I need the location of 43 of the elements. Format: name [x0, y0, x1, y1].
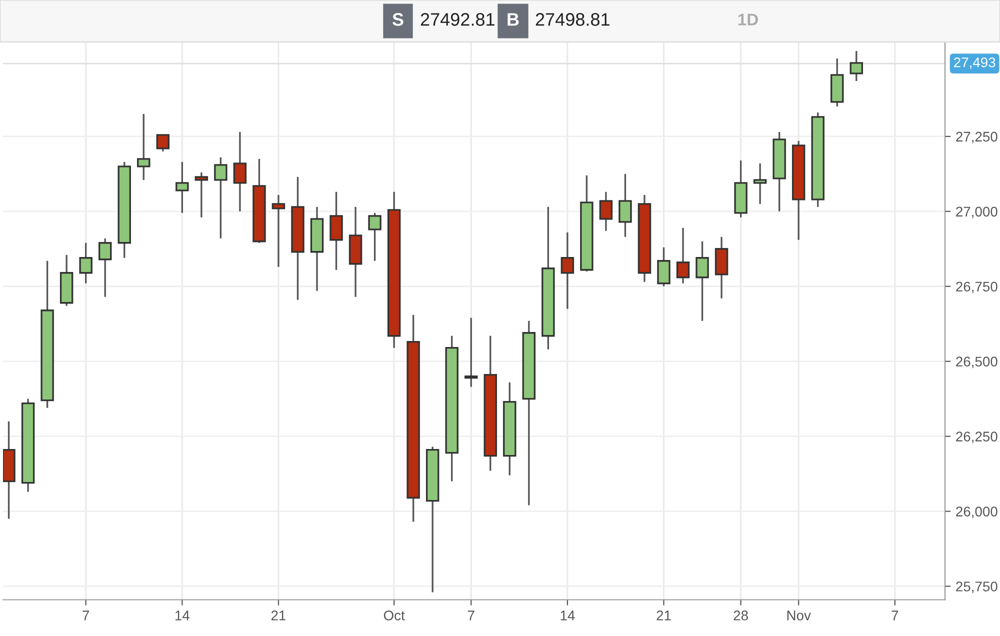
y-tick-label: 27,250 — [956, 132, 998, 144]
candlestick — [233, 131, 247, 212]
candlestick — [850, 50, 863, 82]
ref-line-label: 27,493 — [954, 57, 996, 69]
y-tick-label: 26,000 — [956, 506, 998, 518]
y-tick-label: 27,000 — [956, 206, 998, 218]
candlestick — [214, 156, 228, 240]
candlestick — [330, 191, 343, 271]
candlestick — [657, 246, 670, 288]
x-tick-label: 21 — [656, 610, 671, 620]
x-tick-label: Nov — [787, 610, 811, 620]
candlestick — [464, 317, 478, 388]
x-tick-label: 7 — [468, 610, 474, 620]
y-tick-label: 26,250 — [956, 432, 998, 444]
candlestick — [560, 232, 574, 310]
candlestick — [618, 173, 632, 238]
candlestick — [194, 172, 208, 218]
y-tick-label: 26,500 — [956, 356, 998, 368]
text: S — [392, 13, 404, 26]
candlestick — [137, 113, 150, 181]
candlestick — [79, 242, 92, 284]
x-tick-label: 7 — [892, 610, 898, 620]
text: 1D — [738, 14, 758, 26]
candlestick — [368, 212, 382, 262]
x-tick-label: 7 — [82, 610, 89, 620]
candlestick — [599, 191, 613, 232]
candlestick — [156, 134, 170, 152]
candlestick — [272, 194, 286, 268]
x-tick-label: 21 — [271, 610, 286, 620]
candlestick — [696, 240, 709, 322]
candlestick — [753, 162, 767, 205]
x-tick-label: 28 — [734, 610, 748, 620]
candlestick — [98, 238, 112, 298]
x-tick-label: 14 — [175, 610, 190, 620]
text: 27498.81 — [536, 13, 610, 26]
candlestick — [176, 161, 189, 214]
x-tick-label: 14 — [560, 610, 575, 620]
text: 27492.81 — [420, 13, 494, 26]
y-tick-label: 26,750 — [956, 282, 998, 294]
candlestick — [676, 227, 690, 284]
x-tick-label: Oct — [384, 610, 405, 620]
y-tick-label: 25,750 — [956, 582, 998, 594]
text: B — [508, 13, 519, 26]
